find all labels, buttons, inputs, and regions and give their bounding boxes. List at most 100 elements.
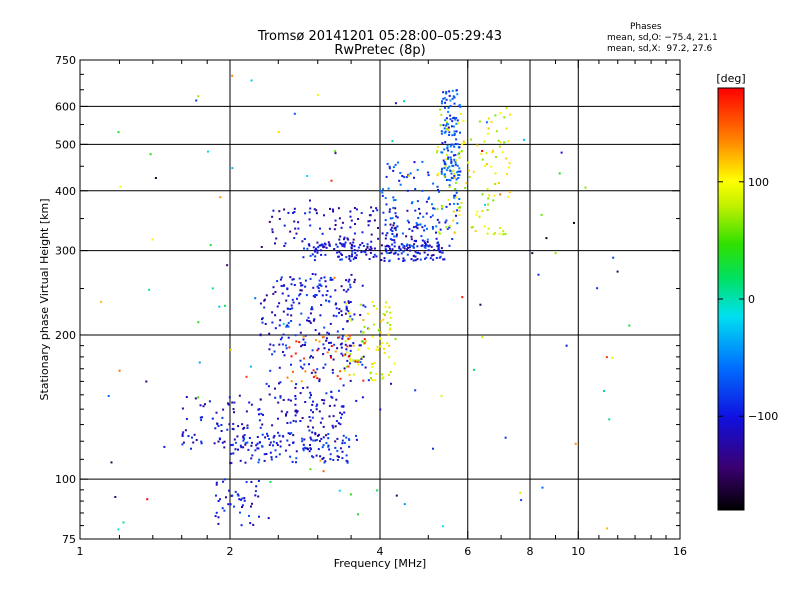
- data-point: [302, 256, 305, 259]
- data-point: [233, 401, 236, 404]
- data-point: [459, 131, 461, 134]
- data-point: [330, 356, 332, 359]
- data-point: [234, 441, 237, 444]
- data-point: [181, 443, 184, 446]
- data-point: [485, 152, 488, 155]
- data-point: [506, 195, 509, 198]
- data-point: [309, 468, 312, 471]
- data-point: [265, 294, 268, 297]
- data-point: [345, 302, 348, 305]
- data-point: [455, 117, 458, 119]
- data-point: [191, 436, 193, 439]
- data-point: [457, 174, 460, 176]
- data-point: [375, 348, 378, 351]
- data-point: [268, 393, 271, 396]
- data-point: [345, 348, 348, 351]
- data-point: [389, 323, 392, 326]
- data-point: [391, 248, 394, 251]
- data-point: [233, 438, 236, 441]
- data-point: [297, 221, 300, 224]
- data-point: [332, 415, 335, 418]
- data-point: [432, 207, 435, 210]
- data-point: [242, 439, 245, 442]
- data-point: [313, 208, 316, 211]
- data-point: [350, 219, 353, 222]
- data-point: [292, 301, 295, 304]
- data-point: [487, 117, 490, 120]
- data-point: [328, 243, 331, 246]
- data-point: [278, 218, 281, 220]
- data-point: [295, 340, 298, 343]
- data-point: [443, 166, 446, 169]
- data-point: [279, 319, 282, 322]
- data-point: [236, 435, 239, 438]
- data-point: [240, 524, 243, 527]
- data-point: [456, 222, 459, 225]
- data-point: [409, 244, 412, 247]
- data-point: [612, 256, 615, 259]
- data-point: [409, 172, 412, 175]
- data-point: [355, 208, 358, 211]
- data-point: [259, 334, 262, 337]
- data-point: [286, 376, 289, 379]
- data-point: [283, 245, 286, 247]
- data-point: [261, 321, 264, 324]
- data-point: [342, 289, 345, 292]
- data-point: [345, 307, 348, 310]
- data-point: [380, 259, 383, 261]
- data-point: [287, 307, 290, 310]
- data-point: [445, 92, 448, 95]
- data-point: [290, 355, 293, 358]
- data-point: [453, 231, 456, 234]
- data-point: [311, 273, 314, 275]
- data-point: [280, 276, 283, 279]
- data-point: [465, 182, 468, 185]
- data-point: [412, 226, 415, 229]
- data-point: [446, 147, 449, 150]
- data-point: [476, 144, 479, 147]
- data-point: [289, 399, 292, 402]
- data-point: [199, 404, 202, 407]
- data-point: [319, 421, 322, 424]
- data-point: [100, 300, 103, 303]
- data-point: [272, 209, 275, 212]
- data-point: [350, 255, 353, 258]
- data-point: [309, 436, 312, 439]
- data-point: [440, 130, 443, 133]
- data-point: [412, 254, 415, 257]
- data-point: [441, 207, 444, 210]
- data-point: [181, 435, 184, 437]
- data-point: [416, 223, 419, 226]
- data-point: [443, 162, 446, 165]
- data-point: [391, 233, 394, 235]
- data-point: [494, 172, 497, 175]
- data-point: [314, 293, 317, 296]
- data-point: [375, 255, 378, 258]
- data-point: [361, 340, 364, 343]
- data-point: [213, 442, 216, 445]
- data-point: [345, 459, 348, 462]
- data-point: [328, 448, 331, 451]
- data-point: [343, 236, 346, 239]
- data-point: [340, 416, 342, 419]
- data-point: [393, 235, 396, 238]
- data-point: [251, 441, 253, 444]
- data-point: [435, 257, 438, 259]
- data-point: [349, 358, 351, 360]
- data-point: [453, 177, 456, 179]
- data-point: [281, 343, 284, 346]
- data-point: [457, 122, 460, 125]
- data-point: [340, 314, 343, 317]
- data-point: [392, 166, 395, 169]
- data-point: [447, 106, 450, 109]
- data-point: [425, 244, 428, 247]
- data-point: [456, 119, 459, 122]
- data-point: [314, 433, 317, 436]
- data-point: [444, 141, 447, 144]
- data-point: [445, 179, 448, 181]
- data-point: [294, 386, 297, 389]
- data-point: [279, 396, 282, 399]
- data-point: [350, 273, 353, 276]
- data-point: [390, 226, 393, 229]
- chart-title: Tromsø 20141201 05:28:00–05:29:43: [257, 29, 503, 44]
